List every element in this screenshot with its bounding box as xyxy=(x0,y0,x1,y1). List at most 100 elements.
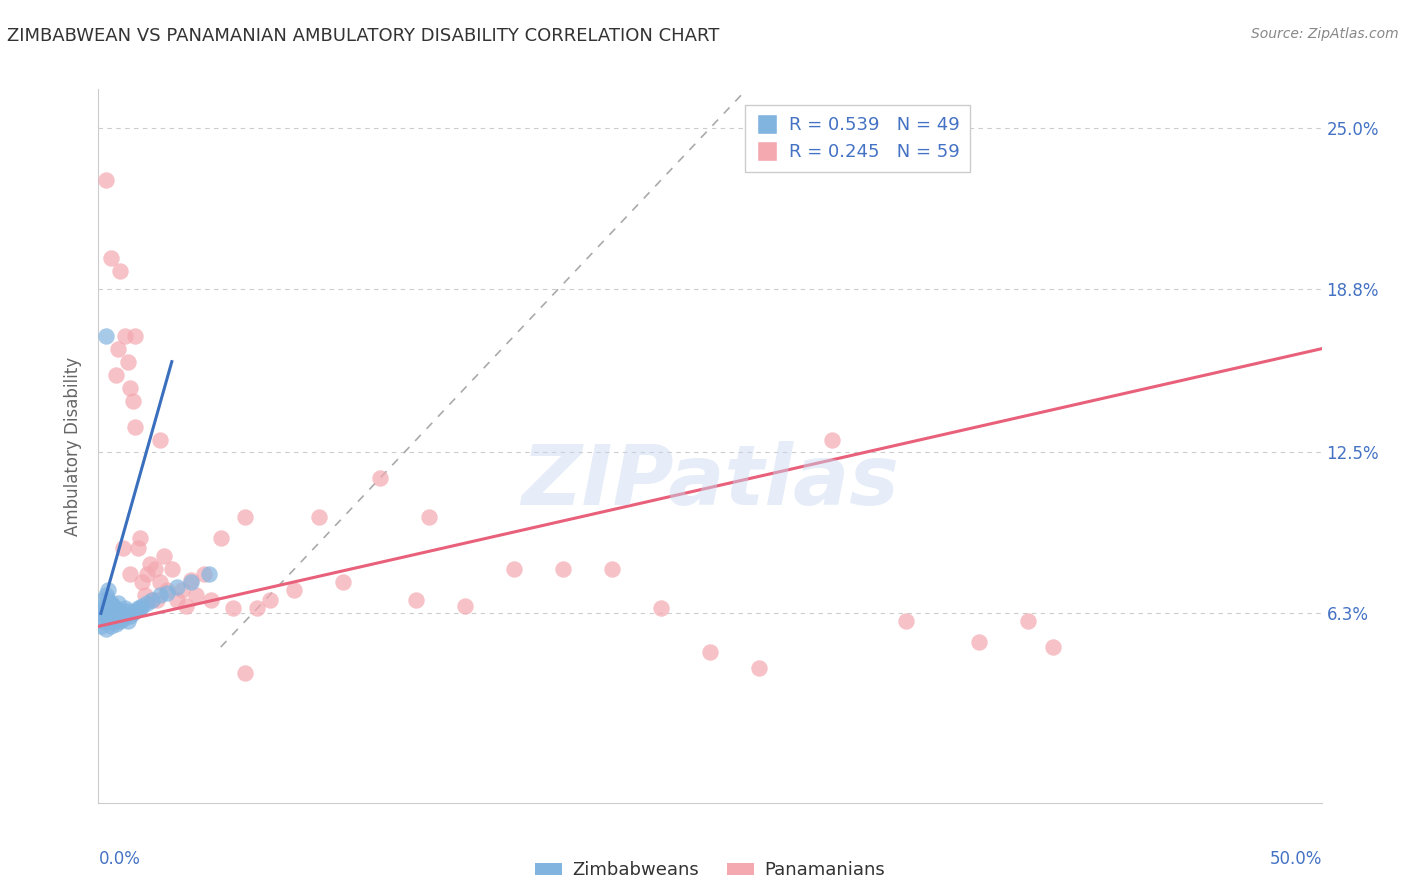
Point xyxy=(131,575,153,590)
Point xyxy=(233,666,256,681)
Point xyxy=(100,604,122,618)
Point xyxy=(131,599,153,613)
Text: 50.0%: 50.0% xyxy=(1270,849,1322,868)
Point xyxy=(748,661,770,675)
Point xyxy=(117,614,139,628)
Point xyxy=(124,419,146,434)
Point xyxy=(1017,614,1039,628)
Point xyxy=(166,593,188,607)
Point xyxy=(197,567,219,582)
Text: Source: ZipAtlas.com: Source: ZipAtlas.com xyxy=(1251,27,1399,41)
Point xyxy=(156,585,179,599)
Point xyxy=(104,601,127,615)
Point xyxy=(107,614,129,628)
Point xyxy=(100,619,122,633)
Point xyxy=(114,328,136,343)
Point xyxy=(308,510,330,524)
Point xyxy=(97,582,120,597)
Point xyxy=(332,575,354,590)
Point xyxy=(454,599,477,613)
Point xyxy=(134,588,156,602)
Point xyxy=(143,562,166,576)
Point xyxy=(111,541,134,556)
Point xyxy=(176,599,198,613)
Point xyxy=(368,471,391,485)
Point xyxy=(160,562,183,576)
Point xyxy=(104,368,127,382)
Point xyxy=(129,601,152,615)
Point xyxy=(193,567,215,582)
Point xyxy=(94,588,117,602)
Point xyxy=(149,433,172,447)
Point xyxy=(121,607,143,621)
Point xyxy=(894,614,917,628)
Point xyxy=(146,593,169,607)
Point xyxy=(117,354,139,368)
Point xyxy=(117,604,139,618)
Point xyxy=(209,531,232,545)
Point xyxy=(97,593,120,607)
Point xyxy=(200,593,222,607)
Point xyxy=(110,264,132,278)
Text: 0.0%: 0.0% xyxy=(98,849,141,868)
Point xyxy=(101,599,124,613)
Point xyxy=(699,645,721,659)
Point xyxy=(124,328,146,343)
Point xyxy=(94,622,117,636)
Point xyxy=(170,582,193,597)
Point xyxy=(107,596,129,610)
Legend: Zimbabweans, Panamanians: Zimbabweans, Panamanians xyxy=(527,855,893,887)
Point xyxy=(91,607,114,621)
Point xyxy=(153,549,176,564)
Point xyxy=(100,611,122,625)
Point xyxy=(91,593,114,607)
Point xyxy=(97,607,120,621)
Point xyxy=(141,593,163,607)
Point xyxy=(90,619,112,633)
Point xyxy=(186,588,208,602)
Point xyxy=(222,601,245,615)
Point xyxy=(180,573,202,587)
Point xyxy=(156,582,179,597)
Point xyxy=(114,601,136,615)
Point xyxy=(166,581,188,595)
Point xyxy=(553,562,575,576)
Point xyxy=(114,609,136,624)
Point xyxy=(97,601,120,615)
Point xyxy=(141,593,163,607)
Point xyxy=(967,635,990,649)
Point xyxy=(246,601,269,615)
Point xyxy=(283,582,305,597)
Point xyxy=(259,593,281,607)
Y-axis label: Ambulatory Disability: Ambulatory Disability xyxy=(65,357,83,535)
Point xyxy=(100,596,122,610)
Point xyxy=(100,251,122,265)
Point xyxy=(111,604,134,618)
Point xyxy=(129,531,152,545)
Point xyxy=(101,614,124,628)
Point xyxy=(127,601,149,615)
Point xyxy=(650,601,672,615)
Text: ZIPatlas: ZIPatlas xyxy=(522,442,898,522)
Point xyxy=(94,328,117,343)
Point xyxy=(111,611,134,625)
Point xyxy=(139,557,162,571)
Point xyxy=(1042,640,1064,654)
Point xyxy=(821,433,844,447)
Point xyxy=(104,616,127,631)
Text: ZIMBABWEAN VS PANAMANIAN AMBULATORY DISABILITY CORRELATION CHART: ZIMBABWEAN VS PANAMANIAN AMBULATORY DISA… xyxy=(7,27,720,45)
Point xyxy=(110,607,132,621)
Point xyxy=(233,510,256,524)
Point xyxy=(94,609,117,624)
Point xyxy=(107,342,129,356)
Point xyxy=(94,601,117,615)
Point xyxy=(149,588,172,602)
Point xyxy=(94,173,117,187)
Point xyxy=(91,614,114,628)
Point xyxy=(418,510,440,524)
Point xyxy=(104,609,127,624)
Point xyxy=(90,601,112,615)
Point xyxy=(107,611,129,625)
Point xyxy=(503,562,526,576)
Point xyxy=(127,541,149,556)
